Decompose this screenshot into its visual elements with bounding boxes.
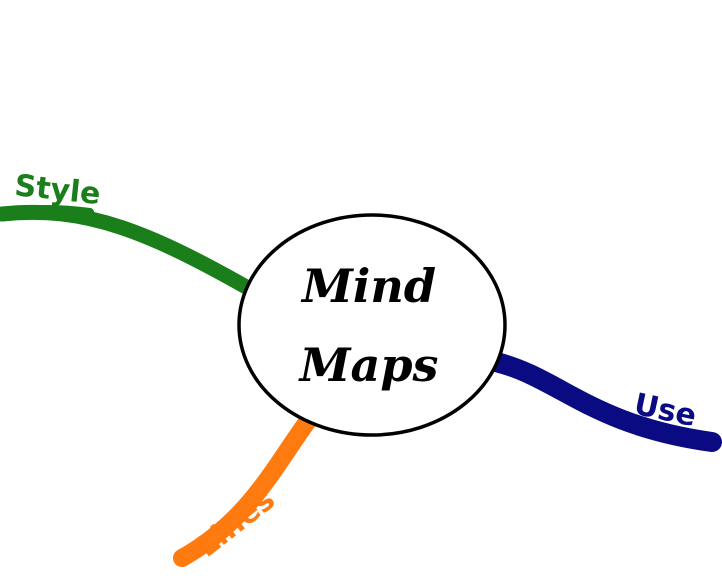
center-title-line2: Maps: [298, 338, 439, 392]
branch-style: [0, 204, 263, 300]
branch-lines-tip: [176, 544, 204, 564]
branch-lines: [173, 409, 319, 567]
branch-style-tip: [0, 205, 94, 216]
center-node: [237, 213, 507, 437]
branch-use-tip: [666, 434, 718, 447]
branch-label-lines: Lines: [190, 482, 282, 564]
center-title-line1: Mind: [300, 259, 436, 313]
